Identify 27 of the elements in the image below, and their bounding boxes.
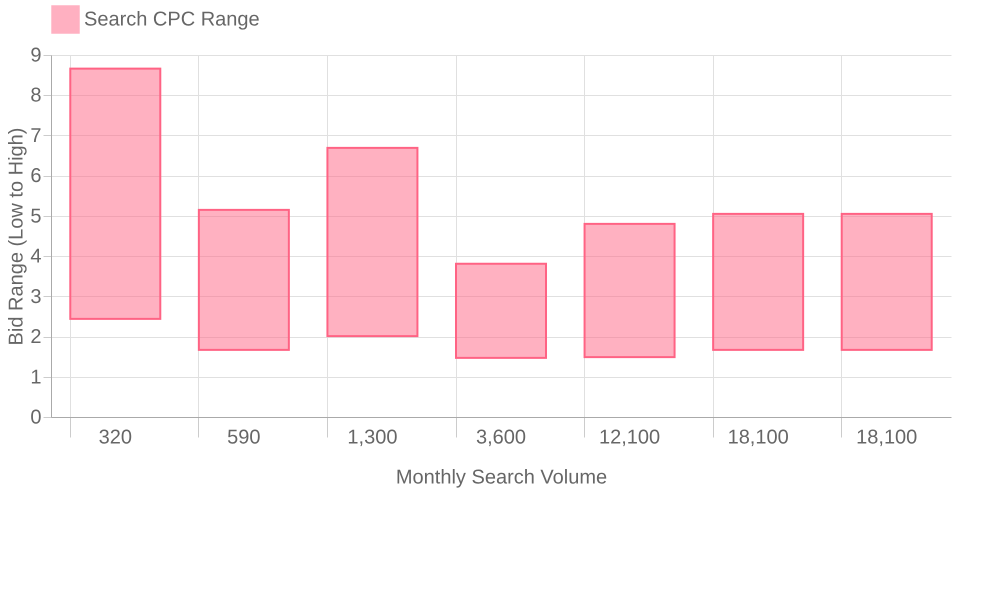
y-tick-label: 0 [30,406,42,428]
y-axis-title: Bid Range (Low to High) [5,128,28,346]
x-tick-label: 18,100 [728,426,789,448]
y-tick-label: 4 [30,246,42,268]
y-tick-label: 5 [30,205,42,228]
y-tick-label: 2 [30,326,42,348]
y-tick-label: 8 [30,84,42,107]
y-tick-label: 9 [30,44,42,66]
bar [584,222,676,358]
bar [712,212,804,351]
bar [326,146,418,338]
y-tick-label: 7 [30,124,42,147]
x-tick-label: 12,100 [598,426,660,448]
bar [69,68,162,320]
bar [455,262,547,359]
y-tick-label: 6 [30,165,42,188]
x-tick-label: 320 [98,426,132,448]
bar [198,208,290,351]
bar [840,212,933,351]
x-axis-title: Monthly Search Volume [396,466,608,488]
legend-label: Search CPC Range [84,8,260,30]
y-tick-label: 3 [30,286,42,308]
y-tick-label: 1 [30,366,42,388]
x-tick-label: 18,100 [856,426,918,448]
x-tick-label: 590 [227,426,261,448]
x-tick-label: 3,600 [476,426,526,448]
x-tick-label: 1,300 [347,426,398,448]
